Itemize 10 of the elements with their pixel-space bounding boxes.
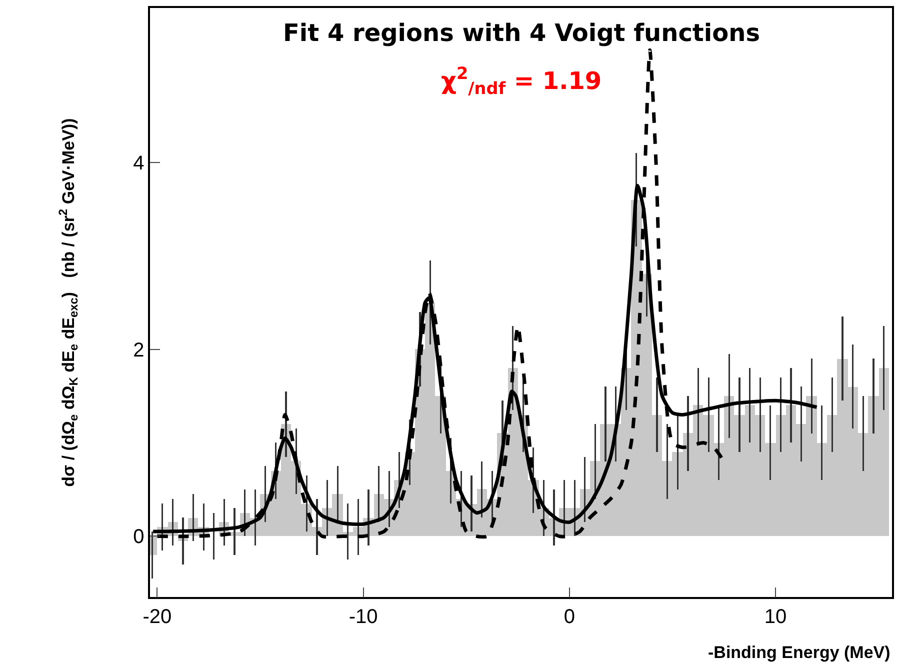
- y-tick-label: 0: [133, 526, 144, 548]
- x-tick-label: -10: [348, 606, 378, 628]
- text: Fit 4 regions with 4 Voigt functions: [283, 19, 760, 47]
- x-axis-title: -Binding Energy (MeV): [708, 643, 890, 662]
- y-tick-label: 2: [133, 339, 144, 362]
- x-tick-label: 10: [764, 606, 787, 628]
- x-tick-label: 0: [564, 606, 576, 628]
- y-tick-label: 4: [133, 152, 144, 174]
- x-tick-label: -20: [142, 606, 172, 628]
- text: χ$^{2}$$_{/ndf}$ = 1.19: [441, 63, 602, 98]
